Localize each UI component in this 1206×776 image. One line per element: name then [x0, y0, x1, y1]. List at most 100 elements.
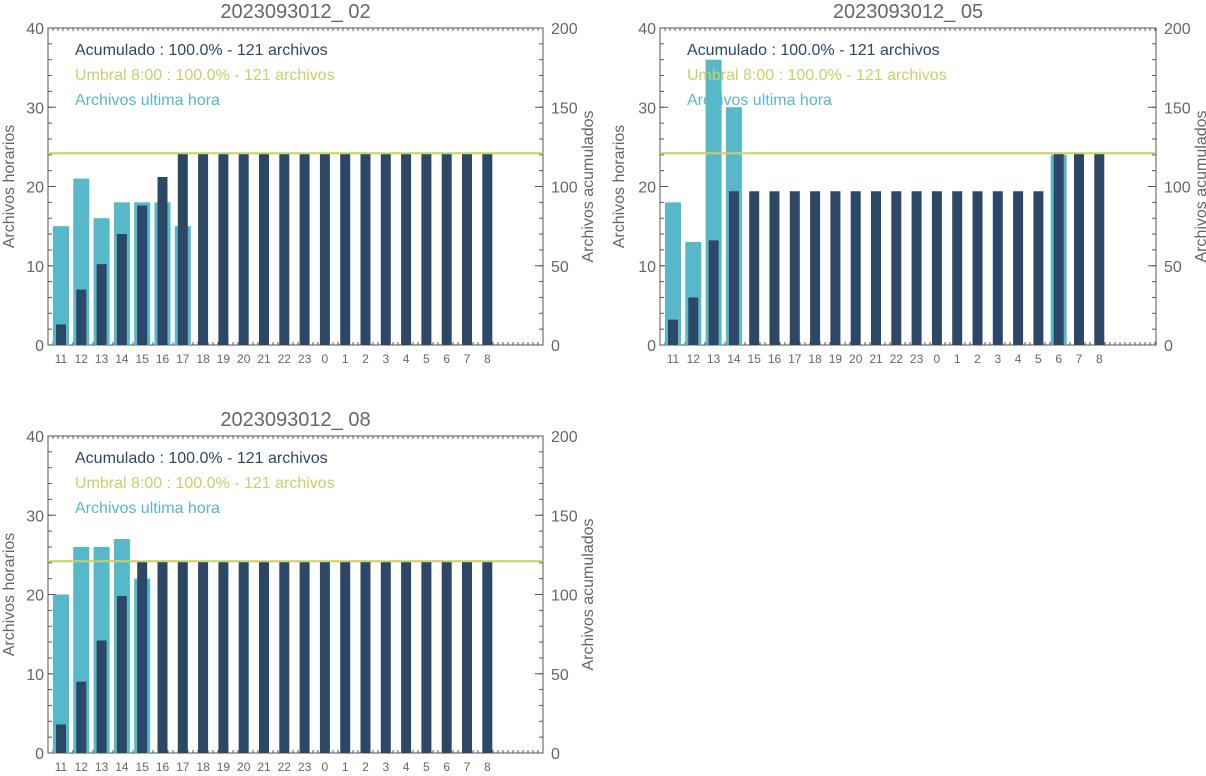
x-tick-label: 0: [934, 352, 941, 366]
hourly-bar: [665, 202, 681, 345]
left-axis-label: Archivos horarios: [611, 125, 628, 249]
cumulative-bar: [56, 324, 66, 345]
cumulative-bar: [1074, 153, 1084, 345]
cumulative-bar: [76, 681, 87, 753]
chart-title: 2023093012_ 02: [220, 1, 370, 23]
x-tick-label: 23: [298, 760, 312, 771]
x-tick-label: 1: [342, 352, 349, 366]
x-tick-label: 1: [342, 760, 349, 771]
hourly-bar: [53, 594, 69, 753]
cumulative-bar: [360, 153, 371, 345]
cumulative-bar: [259, 561, 269, 753]
cumulative-bar: [56, 724, 66, 753]
right-axis-label: Archivos acumulados: [580, 518, 597, 670]
right-tick-label: 50: [551, 259, 569, 276]
x-tick-label: 17: [176, 352, 190, 366]
right-tick-label: 100: [551, 588, 578, 605]
x-tick-label: 12: [687, 352, 701, 366]
x-tick-label: 18: [808, 352, 822, 366]
x-tick-label: 18: [196, 352, 210, 366]
x-tick-label: 13: [707, 352, 721, 366]
cumulative-bar: [218, 153, 229, 345]
x-tick-label: 11: [55, 760, 68, 771]
right-tick-label: 200: [551, 429, 578, 446]
x-tick-label: 2: [362, 352, 369, 366]
cumulative-bar: [972, 191, 983, 345]
chart-05: 2023093012_ 05010203040050100150200Archi…: [611, 1, 1206, 366]
cumulative-bar: [238, 153, 249, 345]
cumulative-bar: [421, 561, 432, 753]
legend-threshold: Umbral 8:00 : 100.0% - 121 archivos: [75, 475, 335, 492]
left-tick-label: 20: [26, 180, 44, 197]
left-tick-label: 30: [26, 100, 44, 117]
cumulative-bar: [401, 153, 412, 345]
right-tick-label: 200: [1164, 21, 1191, 38]
cumulative-bar: [76, 289, 87, 345]
x-tick-label: 0: [322, 760, 329, 771]
cumulative-bar: [137, 205, 148, 345]
cumulative-bar: [177, 561, 188, 753]
right-tick-label: 0: [1164, 338, 1173, 355]
cumulative-bar: [319, 561, 330, 753]
x-tick-label: 15: [136, 352, 150, 366]
legend-cumulative: Acumulado : 100.0% - 121 archivos: [75, 42, 328, 59]
cumulative-bar: [259, 153, 269, 345]
x-tick-label: 5: [423, 760, 430, 771]
left-tick-label: 0: [35, 746, 44, 763]
x-tick-label: 11: [667, 352, 680, 366]
left-tick-label: 10: [26, 259, 44, 276]
x-tick-label: 6: [443, 760, 450, 771]
cumulative-bar: [1033, 191, 1044, 345]
cumulative-bar: [401, 561, 412, 753]
x-tick-label: 8: [484, 760, 491, 771]
cumulative-bar: [360, 561, 371, 753]
x-tick-label: 2: [974, 352, 981, 366]
cumulative-bar: [441, 153, 452, 345]
x-tick-label: 4: [403, 760, 410, 771]
x-tick-label: 13: [95, 352, 109, 366]
cumulative-bar: [218, 561, 229, 753]
cumulative-bar: [198, 153, 209, 345]
left-axis-label: Archivos horarios: [1, 533, 18, 657]
left-tick-label: 0: [647, 338, 656, 355]
right-tick-label: 100: [551, 180, 578, 197]
left-tick-label: 10: [26, 667, 44, 684]
chart-title: 2023093012_ 08: [220, 409, 370, 431]
x-tick-label: 20: [849, 352, 863, 366]
x-tick-label: 17: [788, 352, 802, 366]
x-tick-label: 12: [75, 352, 89, 366]
x-tick-label: 4: [403, 352, 410, 366]
x-tick-label: 7: [464, 760, 471, 771]
x-tick-label: 21: [257, 352, 271, 366]
x-tick-label: 15: [748, 352, 762, 366]
x-tick-label: 6: [443, 352, 450, 366]
x-tick-label: 22: [278, 760, 292, 771]
x-tick-label: 0: [322, 352, 329, 366]
cumulative-bar: [198, 561, 209, 753]
right-tick-label: 0: [551, 746, 560, 763]
chart-panel-08: 2023093012_ 08 0 10 20 30 40 0 50 100 150 200 Archi…: [0, 405, 600, 774]
cumulative-bar: [728, 191, 739, 345]
cumulative-bar: [1053, 153, 1064, 345]
legend-cumulative: Acumulado : 100.0% - 121 archivos: [687, 42, 940, 59]
x-tick-label: 7: [464, 352, 471, 366]
x-tick-label: 20: [237, 352, 251, 366]
x-tick-label: 2: [362, 760, 369, 771]
legend-hourly: Archivos ultima hora: [75, 500, 220, 517]
x-tick-label: 15: [136, 760, 150, 771]
chart-title: 2023093012_ 05: [833, 1, 983, 23]
cumulative-bar: [1094, 153, 1105, 345]
cumulative-bar: [319, 153, 330, 345]
x-tick-label: 16: [768, 352, 782, 366]
cumulative-bar: [789, 191, 800, 345]
chart-02: 2023093012_ 02010203040050100150200Archi…: [1, 1, 597, 366]
right-axis-label: Archivos acumulados: [580, 110, 597, 262]
left-tick-label: 20: [26, 588, 44, 605]
x-tick-label: 23: [910, 352, 924, 366]
left-tick-label: 0: [35, 338, 44, 355]
x-tick-label: 4: [1015, 352, 1022, 366]
cumulative-bar: [708, 240, 719, 345]
legend-threshold: Umbral 8:00 : 100.0% - 121 archivos: [75, 67, 335, 84]
right-tick-label: 150: [551, 508, 578, 525]
x-tick-label: 14: [115, 760, 129, 771]
